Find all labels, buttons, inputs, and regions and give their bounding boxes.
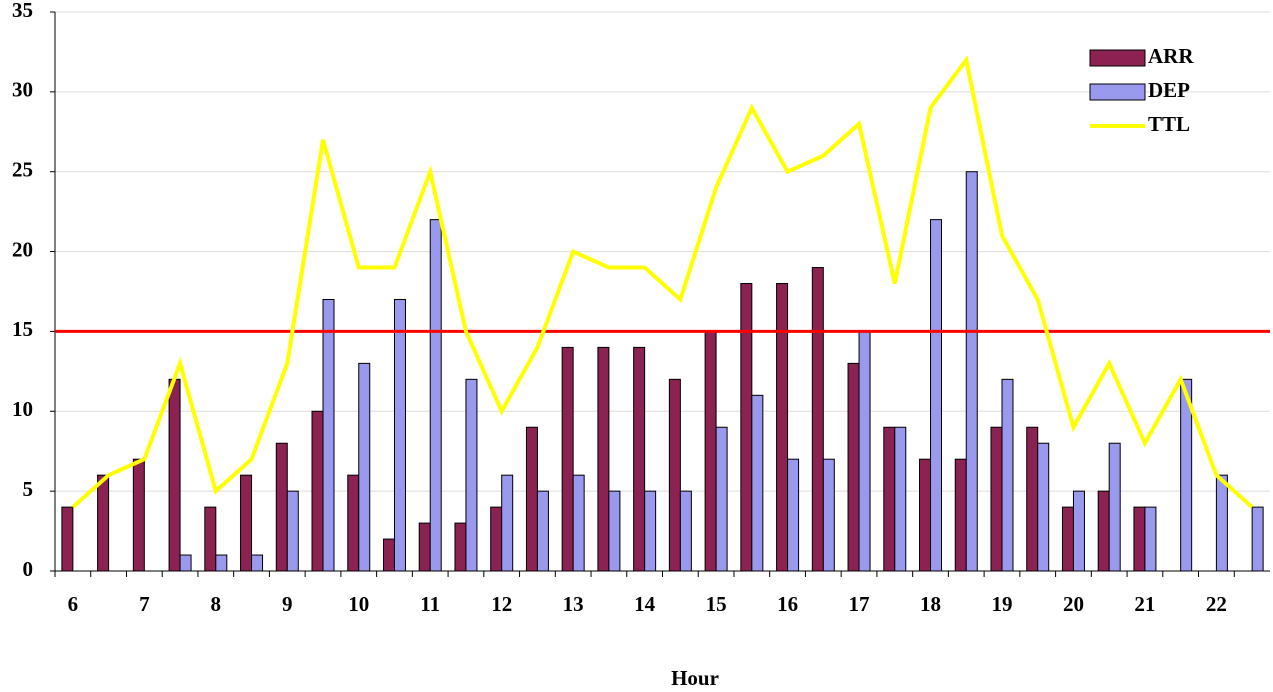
- bar: [429, 219, 442, 572]
- bar: [1144, 506, 1157, 572]
- bar: [597, 346, 610, 572]
- x-tick-label: 7: [139, 592, 150, 616]
- bar: [168, 378, 181, 572]
- x-axis-label: Hour: [671, 666, 719, 690]
- x-tick-label: 9: [282, 592, 293, 616]
- legend-label: DEP: [1148, 78, 1190, 102]
- x-tick-label: 18: [920, 592, 941, 616]
- bar: [311, 410, 324, 572]
- bar: [1108, 442, 1121, 572]
- x-tick-label: 20: [1063, 592, 1084, 616]
- bar: [608, 490, 621, 572]
- bar: [668, 378, 681, 572]
- bar: [930, 219, 943, 572]
- x-tick-label: 17: [849, 592, 870, 616]
- bar: [454, 522, 467, 572]
- bar: [525, 426, 538, 572]
- y-tick-label: 35: [12, 0, 33, 22]
- x-tick-label: 8: [211, 592, 222, 616]
- bar: [251, 554, 264, 572]
- bar: [715, 426, 728, 572]
- bar: [1037, 442, 1050, 572]
- bar: [822, 458, 835, 572]
- bar: [740, 283, 753, 572]
- y-tick-label: 30: [12, 78, 33, 102]
- y-tick-label: 15: [12, 317, 33, 341]
- bar: [358, 362, 371, 572]
- bar: [883, 426, 896, 572]
- bar: [490, 506, 503, 572]
- bar: [418, 522, 431, 572]
- line: [71, 55, 1254, 509]
- bar: [393, 298, 406, 572]
- bar: [347, 474, 360, 572]
- bar: [97, 474, 110, 572]
- bar: [811, 267, 824, 572]
- bar: [61, 506, 74, 572]
- x-tick-label: 16: [777, 592, 798, 616]
- bar: [787, 458, 800, 572]
- bar: [382, 538, 395, 572]
- bar: [286, 490, 299, 572]
- bar: [954, 458, 967, 572]
- x-tick-label: 22: [1206, 592, 1227, 616]
- y-tick-label: 25: [12, 158, 33, 182]
- bar: [501, 474, 514, 572]
- bar: [1072, 490, 1085, 572]
- y-tick-label: 5: [23, 477, 34, 501]
- bar: [561, 346, 574, 572]
- bar: [1133, 506, 1146, 572]
- x-tick-label: 11: [420, 592, 440, 616]
- bar: [572, 474, 585, 572]
- x-tick-label: 13: [563, 592, 584, 616]
- x-tick-label: 21: [1134, 592, 1155, 616]
- bar: [1001, 378, 1014, 572]
- bar: [965, 171, 978, 572]
- bar: [894, 426, 907, 572]
- bar: [1061, 506, 1074, 572]
- bar: [1215, 474, 1228, 572]
- x-tick-label: 14: [634, 592, 656, 616]
- y-tick-label: 10: [12, 397, 33, 421]
- bar: [776, 283, 789, 572]
- bar: [679, 490, 692, 572]
- legend-label: ARR: [1148, 44, 1194, 68]
- bar: [990, 426, 1003, 572]
- bar: [1097, 490, 1110, 572]
- bar: [1026, 426, 1039, 572]
- legend-swatch: [1089, 83, 1146, 101]
- bar: [179, 554, 192, 572]
- bar: [215, 554, 228, 572]
- bar: [644, 490, 657, 572]
- bar: [858, 330, 871, 572]
- bar: [919, 458, 932, 572]
- bar: [1180, 378, 1193, 572]
- bar: [751, 394, 764, 572]
- bar: [204, 506, 217, 572]
- x-tick-label: 15: [706, 592, 727, 616]
- x-tick-label: 10: [348, 592, 369, 616]
- legend-swatch: [1089, 49, 1146, 67]
- x-tick-label: 19: [991, 592, 1012, 616]
- x-tick-label: 6: [68, 592, 79, 616]
- y-tick-label: 20: [12, 237, 33, 261]
- bar: [132, 458, 145, 572]
- bar: [322, 298, 335, 572]
- bar: [275, 442, 288, 572]
- x-tick-label: 12: [491, 592, 512, 616]
- legend-label: TTL: [1148, 112, 1190, 136]
- bar: [240, 474, 253, 572]
- bar: [1251, 506, 1264, 572]
- bar: [704, 330, 717, 572]
- bar: [847, 362, 860, 572]
- bar: [465, 378, 478, 572]
- bar: [536, 490, 549, 572]
- bar: [633, 346, 646, 572]
- y-tick-label: 0: [23, 557, 34, 581]
